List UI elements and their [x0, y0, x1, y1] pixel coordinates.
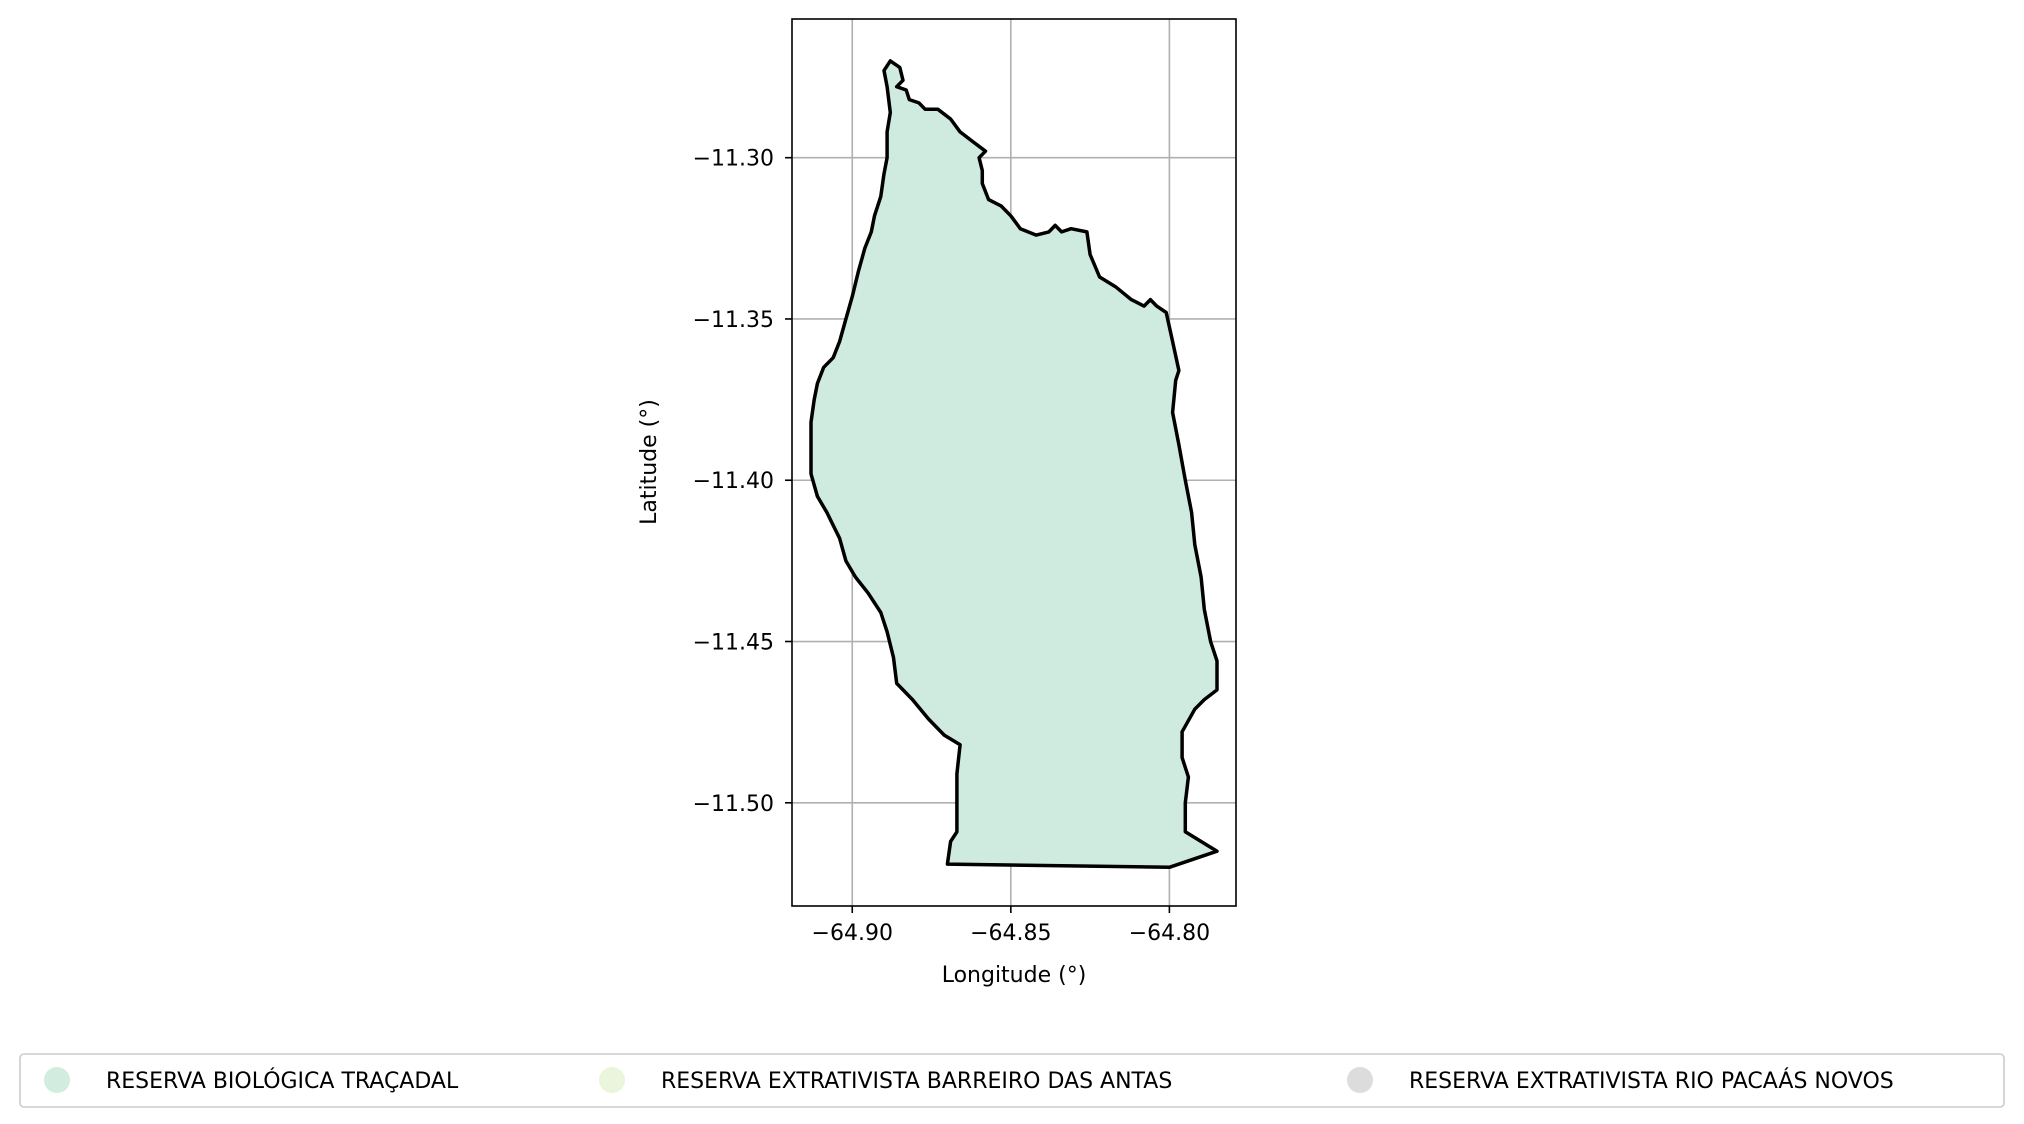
x-tick-label: −64.80	[1129, 921, 1210, 946]
y-tick-label: −11.35	[693, 308, 774, 333]
legend: RESERVA BIOLÓGICA TRAÇADAL RESERVA EXTRA…	[19, 1053, 2005, 1108]
y-tick-label: −11.40	[693, 469, 774, 494]
legend-item-reserva-biologica-tracadal[interactable]: RESERVA BIOLÓGICA TRAÇADAL	[44, 1067, 459, 1094]
legend-item-label: RESERVA EXTRATIVISTA BARREIRO DAS ANTAS	[661, 1069, 1172, 1094]
legend-marker	[599, 1067, 625, 1093]
y-tick-label: −11.50	[693, 792, 774, 817]
x-tick-label: −64.90	[812, 921, 893, 946]
y-tick-label: −11.45	[693, 631, 774, 656]
legend-marker	[1347, 1067, 1373, 1093]
reserve-region-shape[interactable]	[809, 59, 1219, 870]
plot-frame-border	[791, 18, 1237, 907]
legend-item-label: RESERVA EXTRATIVISTA RIO PACAÁS NOVOS	[1409, 1068, 1894, 1094]
legend-marker	[44, 1067, 70, 1093]
plot-area: −64.90 −64.85 −64.80 −11.30−11.35−11.40−11…	[693, 18, 1237, 946]
legend-item-reserva-extrativista-rio-pacaas-novos[interactable]: RESERVA EXTRATIVISTA RIO PACAÁS NOVOS	[1347, 1067, 1894, 1094]
x-tick-label: −64.85	[970, 921, 1051, 946]
x-axis-ticks: −64.90 −64.85 −64.80	[812, 906, 1210, 946]
x-axis-title: Longitude (°)	[942, 963, 1087, 988]
y-axis-title: Latitude (°)	[637, 399, 662, 525]
y-tick-label: −11.30	[693, 147, 774, 172]
legend-box	[19, 1053, 2005, 1108]
legend-item-label: RESERVA BIOLÓGICA TRAÇADAL	[106, 1068, 459, 1094]
legend-item-reserva-extrativista-barreiro-das-antas[interactable]: RESERVA EXTRATIVISTA BARREIRO DAS ANTAS	[599, 1067, 1172, 1094]
y-axis-ticks: −11.30 −11.35 −11.40 −11.45 −11.50	[693, 147, 792, 817]
